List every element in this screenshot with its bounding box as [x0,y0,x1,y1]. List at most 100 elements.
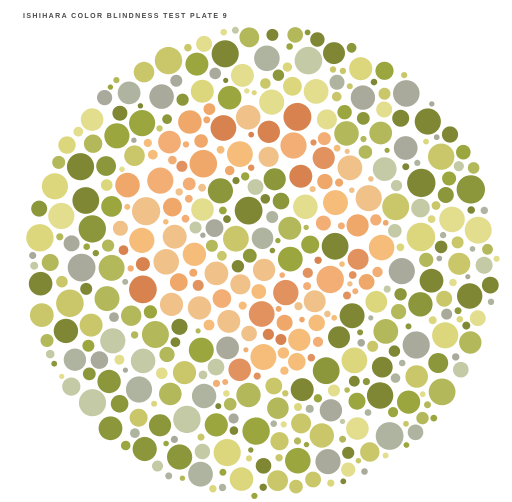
background-dot [339,67,347,75]
background-dot [275,237,281,244]
figure-dot [198,183,207,192]
background-dot [370,78,378,86]
background-dot [263,168,286,191]
figure-dot [344,148,350,154]
background-dot [96,156,116,176]
background-dot [41,173,68,200]
figure-dot [129,275,157,304]
background-dot [133,61,155,83]
background-dot [388,407,399,418]
background-dot [403,442,410,448]
background-dot [414,108,441,135]
figure-dot [251,284,267,299]
background-dot [339,418,346,425]
background-dot [361,468,368,475]
background-dot [397,390,421,414]
figure-dot [176,160,188,172]
background-dot [427,215,436,224]
background-dot [275,454,283,462]
background-dot [285,447,311,474]
figure-dot [158,130,181,154]
background-dot [303,79,329,104]
background-dot [305,471,321,488]
background-dot [217,85,242,110]
figure-dot [153,248,179,275]
figure-dot [348,271,357,279]
background-dot [149,84,174,109]
figure-dot [333,144,341,152]
figure-dot [189,149,218,178]
background-dot [28,271,53,296]
background-dot [293,437,302,445]
background-dot [309,423,334,448]
background-dot [173,405,201,434]
background-dot [200,232,206,238]
figure-dot [243,347,249,353]
background-dot [346,417,369,440]
background-dot [213,439,241,467]
background-dot [456,144,471,160]
figure-dot [335,178,344,187]
background-dot [191,198,214,221]
figure-dot [250,344,277,370]
background-dot [242,417,270,445]
background-dot [451,236,464,249]
figure-dot [216,145,225,154]
background-dot [231,26,239,34]
background-dot [382,452,389,459]
background-dot [79,313,103,337]
figure-dot [358,274,375,290]
background-dot [176,93,189,106]
background-dot [184,43,192,52]
background-dot [375,61,394,80]
background-dot [355,457,362,464]
background-dot [480,206,488,215]
background-dot [247,179,264,195]
figure-dot [228,358,251,382]
background-dot [402,163,410,171]
background-dot [329,66,337,73]
figure-dot [235,105,261,130]
background-dot [286,43,293,50]
figure-dot [314,256,322,264]
background-dot [236,382,261,408]
background-dot [362,378,370,386]
background-dot [270,432,289,451]
background-dot [405,323,412,330]
background-dot [456,316,464,323]
background-dot [170,74,183,87]
figure-dot [182,141,190,148]
background-dot [172,361,197,385]
background-dot [53,318,79,344]
background-dot [315,449,341,475]
background-dot [162,114,173,125]
background-dot [107,84,114,90]
background-dot [469,310,486,327]
figure-dot [262,328,274,340]
background-dot [436,255,443,262]
background-dot [469,246,476,252]
figure-dot [277,347,290,359]
figure-dot [258,146,279,167]
background-dot [378,87,391,100]
background-dot [141,321,169,348]
background-dot [304,29,311,36]
background-dot [358,145,373,159]
figure-dot [203,103,216,115]
background-dot [393,80,420,107]
background-dot [327,479,335,487]
background-dot [185,52,209,76]
figure-dot [115,172,140,198]
figure-dot [317,132,331,146]
figure-dot [212,379,221,387]
figure-dot [283,102,312,131]
figure-dot [307,353,316,362]
background-dot [321,232,349,260]
figure-dot [194,134,208,148]
background-dot [131,137,137,143]
background-dot [29,251,37,260]
background-dot [63,348,87,371]
background-dot [30,261,39,270]
figure-dot [312,146,335,170]
background-dot [204,413,228,437]
